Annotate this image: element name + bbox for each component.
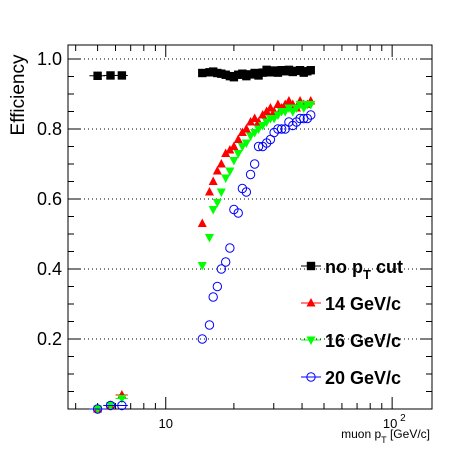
data-point xyxy=(250,113,260,122)
grid-lines xyxy=(68,58,432,340)
data-point xyxy=(254,125,264,134)
data-point xyxy=(233,134,243,143)
axis-titles: Efficiency muon pT [GeV/c] xyxy=(8,54,430,445)
data-point xyxy=(302,113,313,124)
data-point xyxy=(208,292,218,302)
data-point xyxy=(229,141,239,150)
y-tick-label: 1.0 xyxy=(37,49,62,69)
data-point xyxy=(250,129,260,138)
data-point xyxy=(276,124,287,134)
data-point xyxy=(269,115,279,124)
data-point xyxy=(117,395,127,404)
x-axis-title: muon pT [GeV/c] xyxy=(341,427,430,445)
data-points xyxy=(89,65,316,414)
data-point xyxy=(106,71,115,80)
y-tick-label: 0.8 xyxy=(37,119,62,139)
data-point xyxy=(105,402,115,411)
data-point xyxy=(221,148,231,157)
data-point xyxy=(229,73,239,82)
data-point xyxy=(241,187,252,197)
data-point xyxy=(306,110,316,120)
series-14-gev-c xyxy=(89,96,316,413)
legend-marker xyxy=(306,298,316,307)
data-point xyxy=(246,132,256,141)
data-point xyxy=(93,71,102,80)
data-point xyxy=(225,243,235,253)
data-point xyxy=(212,281,223,292)
y-tick-label: 0.4 xyxy=(37,259,62,279)
legend: no pT cut 14 GeV/c 16 GeV/c 20 GeV/c xyxy=(301,257,403,388)
data-point xyxy=(221,174,231,183)
legend-label: no pT cut xyxy=(325,257,403,282)
data-point xyxy=(117,71,127,80)
legend-marker xyxy=(306,336,316,345)
y-tick-labels: 0.2 0.4 0.6 0.8 1.0 xyxy=(37,49,62,349)
data-point xyxy=(216,159,226,168)
data-point xyxy=(197,334,207,344)
data-point xyxy=(197,218,207,227)
data-point xyxy=(212,199,222,208)
data-point xyxy=(208,206,218,215)
axis-ticks xyxy=(68,45,432,410)
data-point xyxy=(245,169,256,180)
x-tick-label-exponent: 2 xyxy=(400,413,406,424)
legend-label: 16 GeV/c xyxy=(325,331,401,351)
data-point xyxy=(204,187,214,196)
data-point xyxy=(237,143,247,152)
data-point xyxy=(198,68,207,78)
data-point xyxy=(249,159,260,169)
data-point xyxy=(93,405,103,414)
x-tick-label: 10 xyxy=(159,416,173,431)
data-point xyxy=(258,122,268,131)
legend-entry: no pT cut xyxy=(301,257,403,282)
data-point xyxy=(284,96,294,105)
data-point xyxy=(212,166,222,175)
data-point xyxy=(242,71,251,81)
series-no-p-t-cut xyxy=(89,65,315,82)
y-tick-label: 0.2 xyxy=(37,329,62,349)
data-point xyxy=(225,167,235,176)
data-point xyxy=(204,234,214,243)
data-point xyxy=(253,141,264,152)
data-point xyxy=(92,404,103,414)
data-point xyxy=(216,188,226,197)
data-point xyxy=(229,157,239,166)
data-point xyxy=(216,264,227,274)
legend-entry: 14 GeV/c xyxy=(301,294,401,314)
legend-entry: 20 GeV/c xyxy=(301,368,401,388)
series-20-gev-c xyxy=(89,110,316,414)
data-point xyxy=(273,124,283,134)
data-point xyxy=(241,139,251,148)
x-tick-label: 10 xyxy=(383,416,397,431)
data-point xyxy=(197,262,207,271)
legend-label: 20 GeV/c xyxy=(325,368,401,388)
data-point xyxy=(221,257,231,267)
data-point xyxy=(233,150,243,159)
legend-marker xyxy=(306,372,316,382)
legend-marker xyxy=(306,261,316,271)
data-point xyxy=(306,101,316,110)
data-point xyxy=(306,66,315,75)
plot-frame xyxy=(67,44,433,410)
data-point xyxy=(105,400,116,411)
series-16-gev-c xyxy=(89,101,316,414)
data-point xyxy=(204,320,215,330)
data-point xyxy=(233,208,243,218)
y-tick-label: 0.6 xyxy=(37,189,62,209)
legend-entry: 16 GeV/c xyxy=(301,331,401,351)
x-tick-labels: 10 10 2 xyxy=(159,413,407,431)
data-point xyxy=(208,176,218,185)
data-point xyxy=(241,124,251,133)
data-point xyxy=(217,69,226,78)
data-point xyxy=(295,113,305,124)
plot-frame-rect xyxy=(67,44,433,410)
legend-label: 14 GeV/c xyxy=(325,294,401,314)
y-axis-title: Efficiency xyxy=(8,54,29,135)
data-point xyxy=(117,400,127,411)
data-point xyxy=(262,118,272,127)
